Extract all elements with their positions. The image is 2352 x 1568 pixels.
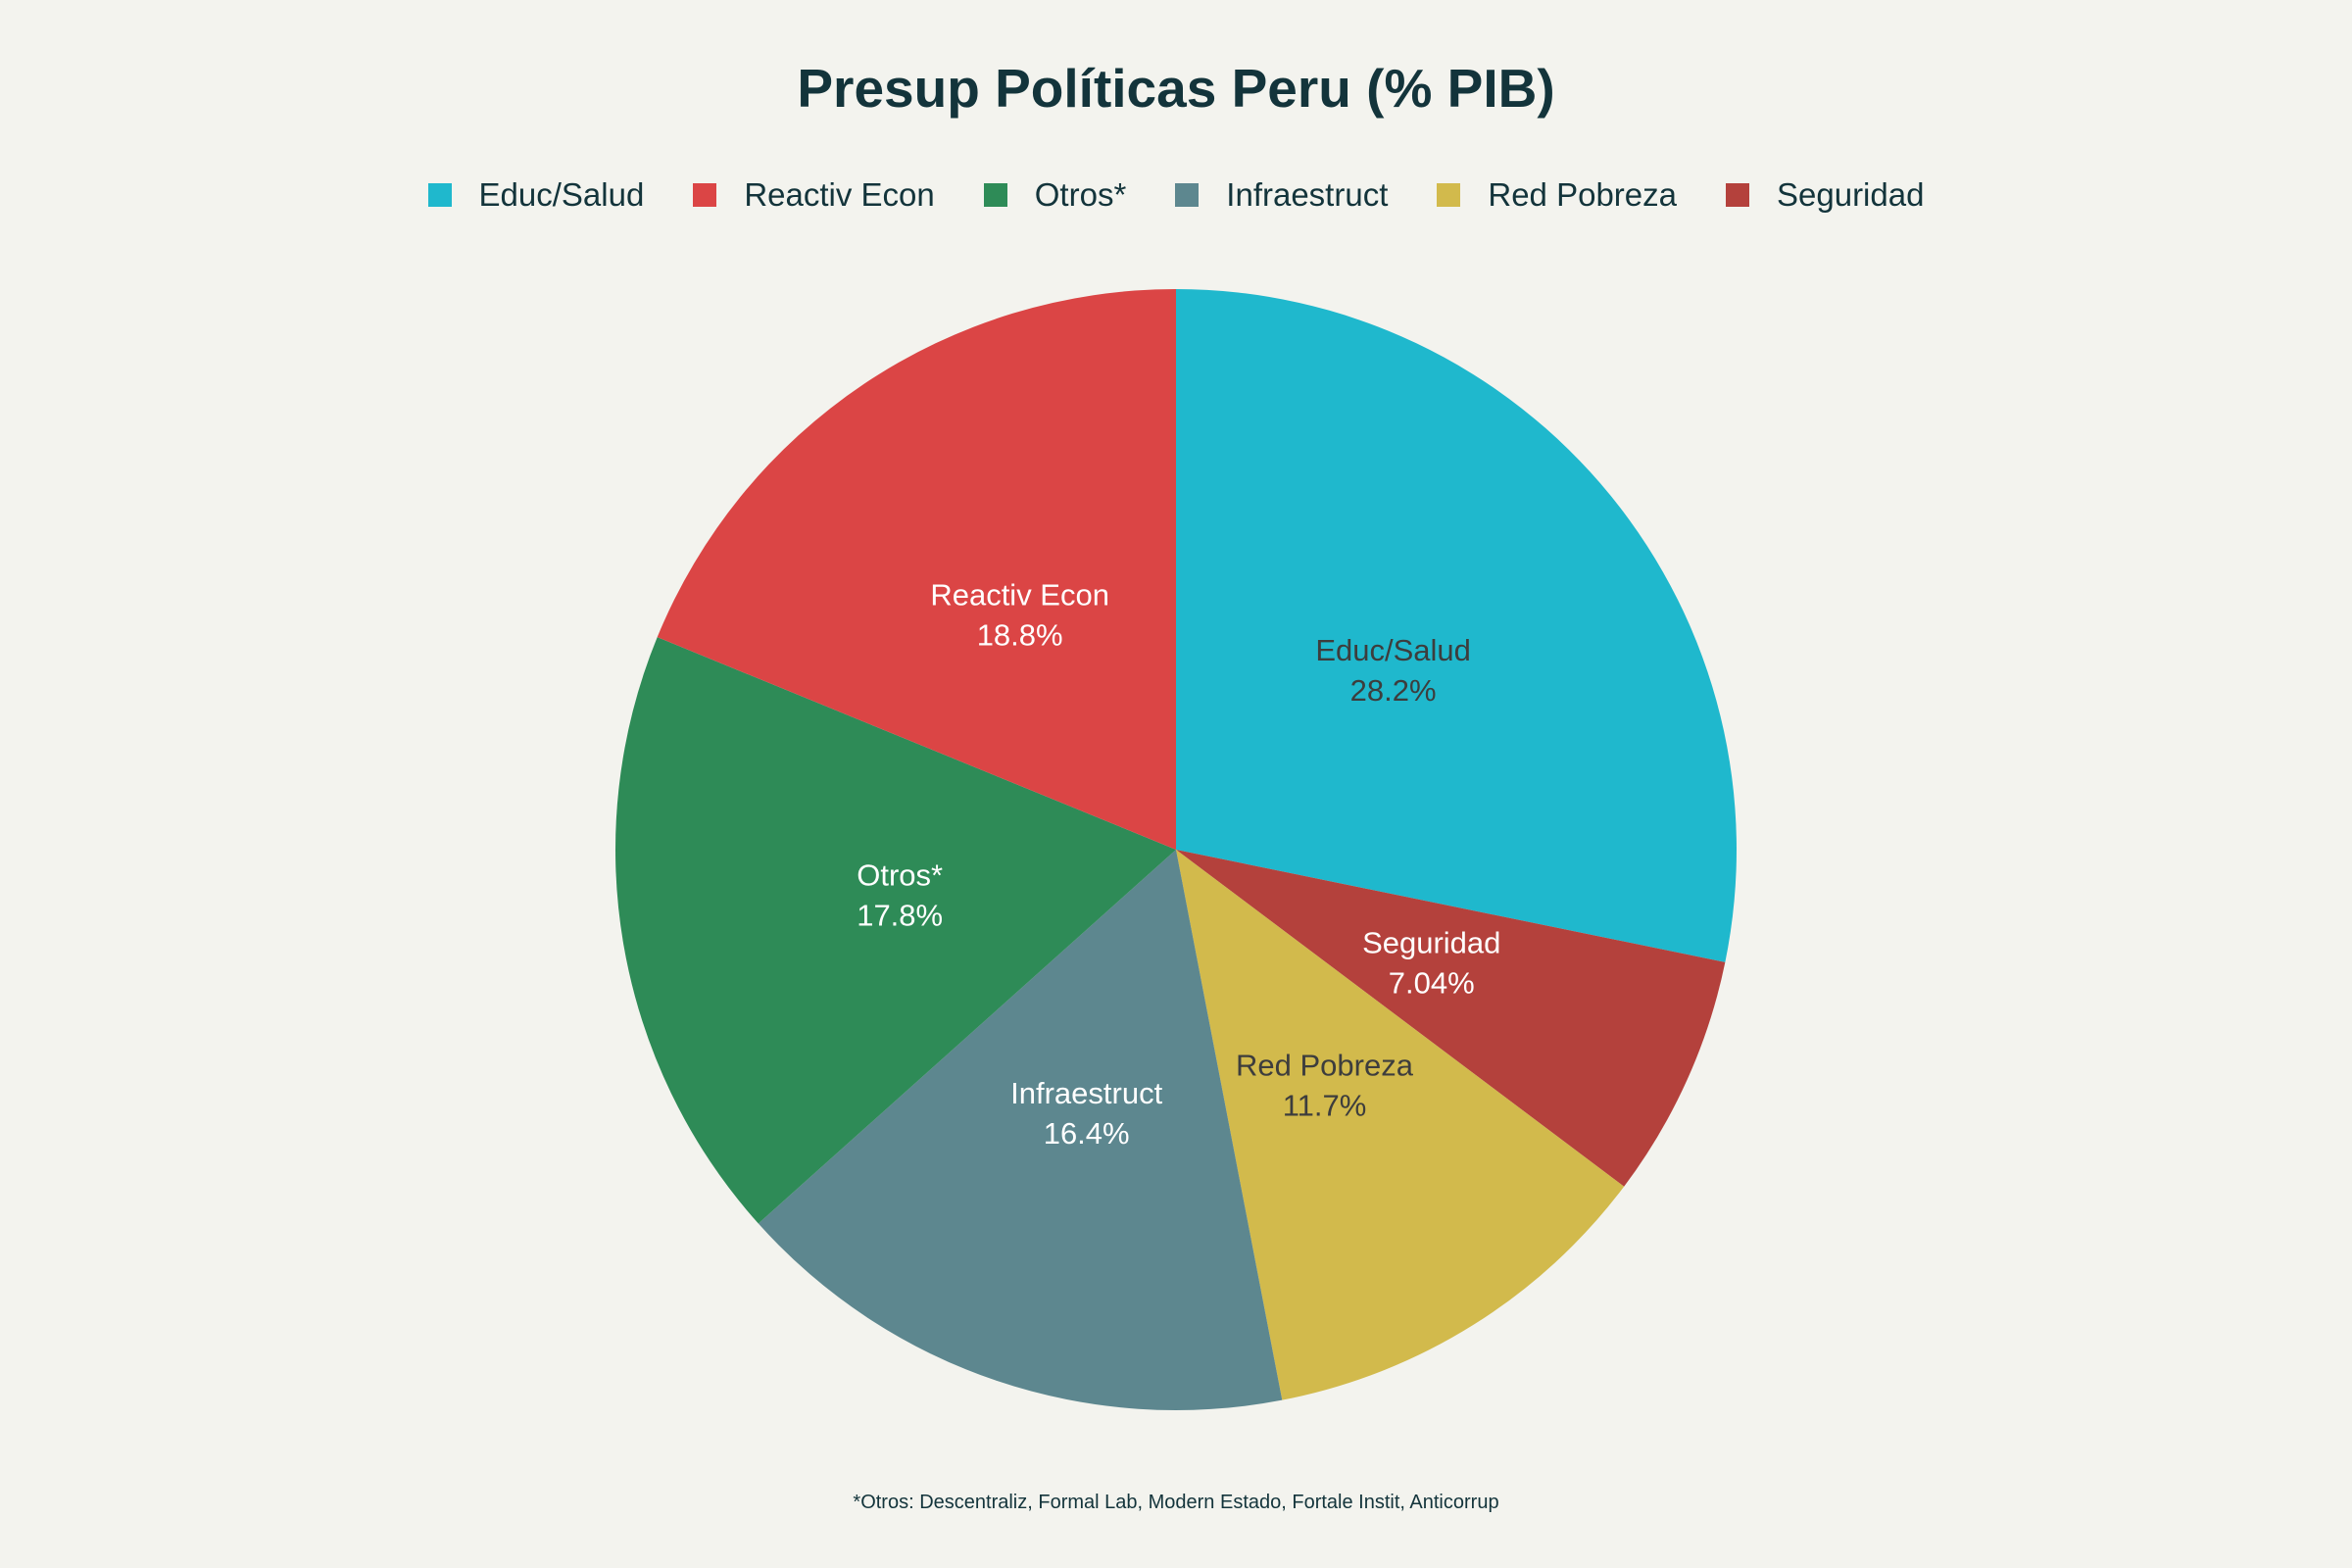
legend-item[interactable]: Seguridad xyxy=(1726,176,1924,214)
legend-label: Educ/Salud xyxy=(478,176,645,213)
footnote: *Otros: Descentraliz, Formal Lab, Modern… xyxy=(853,1492,1499,1513)
pie-slice[interactable] xyxy=(758,850,1283,1410)
slice-label: Red Pobreza xyxy=(1236,1049,1414,1083)
legend-swatch xyxy=(693,183,717,207)
legend-swatch xyxy=(1437,183,1461,207)
legend-item[interactable]: Educ/Salud xyxy=(427,176,645,214)
legend-swatch xyxy=(1726,183,1749,207)
slice-label: Reactiv Econ xyxy=(930,578,1109,612)
legend-label: Infraestruct xyxy=(1226,176,1389,213)
slice-value-label: 17.8% xyxy=(857,899,943,933)
pie-slice[interactable] xyxy=(1176,850,1726,1187)
legend-item[interactable]: Otros* xyxy=(983,176,1127,214)
legend-swatch xyxy=(427,183,452,207)
legend-item[interactable]: Red Pobreza xyxy=(1437,176,1677,214)
slice-value-label: 28.2% xyxy=(1350,673,1437,708)
legend-swatch xyxy=(983,183,1007,207)
slice-label: Infraestruct xyxy=(1010,1076,1162,1110)
legend-label: Red Pobreza xyxy=(1488,176,1677,213)
pie-slice[interactable] xyxy=(657,288,1176,850)
slice-label: Seguridad xyxy=(1362,926,1500,960)
slice-value-label: 16.4% xyxy=(1044,1116,1130,1151)
legend-item[interactable]: Reactiv Econ xyxy=(693,176,935,214)
pie-slice[interactable] xyxy=(1176,850,1625,1400)
legend: Educ/Salud Reactiv Econ Otros* Infraestruct… xyxy=(0,176,2352,214)
pie-slice[interactable] xyxy=(1176,289,1737,962)
legend-label: Otros* xyxy=(1034,176,1127,213)
slice-value-label: 11.7% xyxy=(1283,1089,1367,1123)
legend-item[interactable]: Infraestruct xyxy=(1175,176,1388,214)
legend-label: Seguridad xyxy=(1777,176,1925,213)
legend-swatch xyxy=(1175,183,1200,207)
pie-slice[interactable] xyxy=(615,637,1176,1224)
chart-title: Presup Políticas Peru (% PIB) xyxy=(797,58,1555,119)
slice-label: Educ/Salud xyxy=(1315,633,1471,667)
slice-value-label: 7.04% xyxy=(1389,966,1475,1001)
legend-label: Reactiv Econ xyxy=(744,176,935,213)
slice-label: Otros* xyxy=(857,858,943,893)
slice-value-label: 18.8% xyxy=(977,618,1063,653)
